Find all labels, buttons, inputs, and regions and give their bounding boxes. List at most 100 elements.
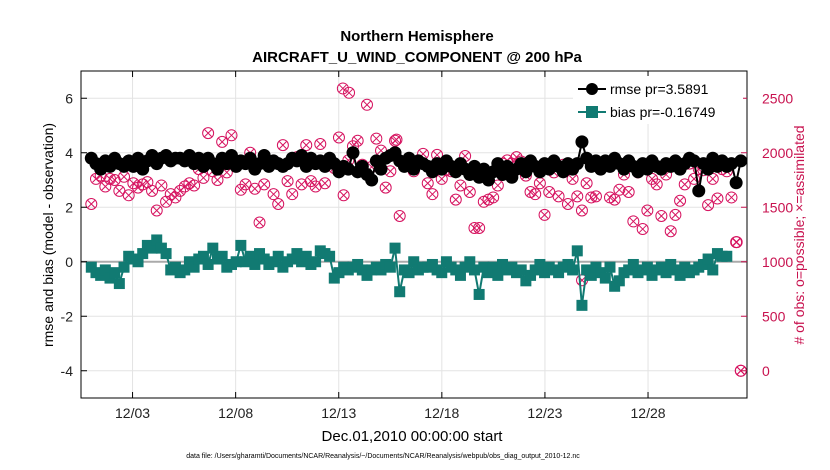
obs-point [276, 139, 289, 152]
obs-point [725, 191, 738, 204]
obs-assimilated-marker [531, 190, 540, 199]
obs-possible-marker [188, 179, 201, 192]
obs-possible-marker [343, 86, 356, 99]
bias-point [188, 261, 200, 273]
obs-point [379, 181, 392, 194]
y-right-tick-label: 2000 [762, 145, 793, 161]
obs-assimilated-marker [666, 227, 675, 236]
x-tick-label: 12/18 [424, 405, 459, 421]
obs-point [454, 179, 467, 192]
obs-point [613, 183, 626, 196]
obs-assimilated-marker [87, 200, 96, 208]
obs-possible-marker [360, 98, 373, 111]
obs-assimilated-marker [475, 224, 483, 232]
obs-point [332, 131, 345, 144]
bias-point [389, 242, 401, 254]
obs-point [286, 188, 299, 201]
obs-possible-marker [253, 216, 266, 229]
obs-point [360, 98, 373, 111]
obs-point-highlight [390, 133, 403, 146]
obs-point [300, 139, 313, 152]
rmse-point [734, 154, 748, 168]
obs-possible-marker [332, 131, 345, 144]
obs-possible-marker [336, 82, 349, 95]
obs-possible-marker [627, 215, 640, 228]
obs-assimilated-marker [648, 175, 656, 183]
obs-possible-marker [487, 191, 500, 204]
obs-assimilated-marker [465, 188, 474, 196]
rmse-point [575, 135, 589, 149]
obs-possible-marker [454, 179, 467, 192]
obs-point [426, 188, 439, 201]
obs-assimilated-marker [269, 190, 278, 199]
obs-assimilated-marker [493, 181, 502, 190]
y-left-tick-label: 6 [65, 90, 73, 106]
obs-assimilated-marker [143, 178, 152, 187]
obs-assimilated-marker [124, 191, 133, 200]
obs-assimilated-marker [110, 176, 119, 184]
obs-possible-marker [122, 189, 135, 202]
plot-area [81, 71, 747, 398]
obs-assimilated-marker [423, 179, 432, 188]
bias-point [291, 248, 303, 260]
obs-point [529, 188, 542, 201]
rmse-point [692, 184, 706, 198]
obs-assimilated-marker [732, 238, 741, 246]
bias-point [707, 264, 719, 276]
rmse-point [374, 162, 388, 176]
obs-assimilated-marker [381, 183, 390, 192]
obs-possible-marker [300, 139, 313, 152]
obs-point [421, 177, 434, 190]
obs-assimilated-marker [274, 200, 283, 208]
bias-point [604, 261, 616, 273]
x-tick-label: 12/08 [218, 405, 253, 421]
y-right-tick-label: 500 [762, 308, 786, 324]
obs-assimilated-marker [671, 211, 680, 219]
bias-point [207, 242, 219, 254]
obs-possible-marker [688, 172, 701, 185]
obs-assimilated-marker [302, 141, 311, 149]
obs-point [314, 138, 327, 151]
rmse-point [365, 173, 379, 187]
obs-point [575, 204, 588, 217]
bias-point [235, 239, 247, 251]
bias-point [492, 269, 504, 281]
bias-point [99, 264, 111, 276]
obs-assimilated-marker [171, 193, 180, 202]
obs-assimilated-marker [624, 188, 633, 196]
obs-possible-marker [169, 191, 182, 204]
y-right-tick-label: 2500 [762, 90, 793, 106]
bias-point [660, 267, 672, 279]
obs-point [169, 191, 182, 204]
obs-point [552, 190, 565, 203]
y-right-tick-label: 1500 [762, 199, 793, 215]
bias-point [179, 264, 191, 276]
obs-point [650, 178, 663, 191]
obs-possible-marker [538, 208, 551, 221]
bias-point [113, 278, 125, 290]
obs-point [225, 129, 238, 142]
obs-point [674, 194, 687, 207]
bias-series [85, 234, 733, 311]
x-tick-label: 12/13 [321, 405, 356, 421]
obs-point-highlight [730, 236, 743, 249]
obs-assimilated-marker [152, 206, 161, 215]
obs-point [678, 178, 691, 191]
bias-point [641, 261, 653, 273]
obs-possible-marker [174, 184, 187, 197]
x-axis-label: Dec.01,2010 00:00:00 start [322, 428, 504, 445]
obs-assimilated-marker [573, 192, 582, 201]
obs-assimilated-marker [451, 195, 460, 204]
obs-possible-marker [286, 188, 299, 201]
obs-assimilated-marker [676, 196, 684, 205]
obs-possible-marker [351, 134, 364, 147]
bias-point [118, 261, 130, 273]
obs-point [473, 221, 486, 234]
right-axis: 0 500 1000 1500 2000 2500 [741, 90, 793, 379]
obs-assimilated-marker [157, 181, 166, 190]
obs-assimilated-marker [568, 175, 577, 183]
obs-point [627, 215, 640, 228]
obs-assimilated-marker [255, 218, 264, 227]
obs-possible-marker [421, 177, 434, 190]
bias-point [300, 250, 312, 262]
